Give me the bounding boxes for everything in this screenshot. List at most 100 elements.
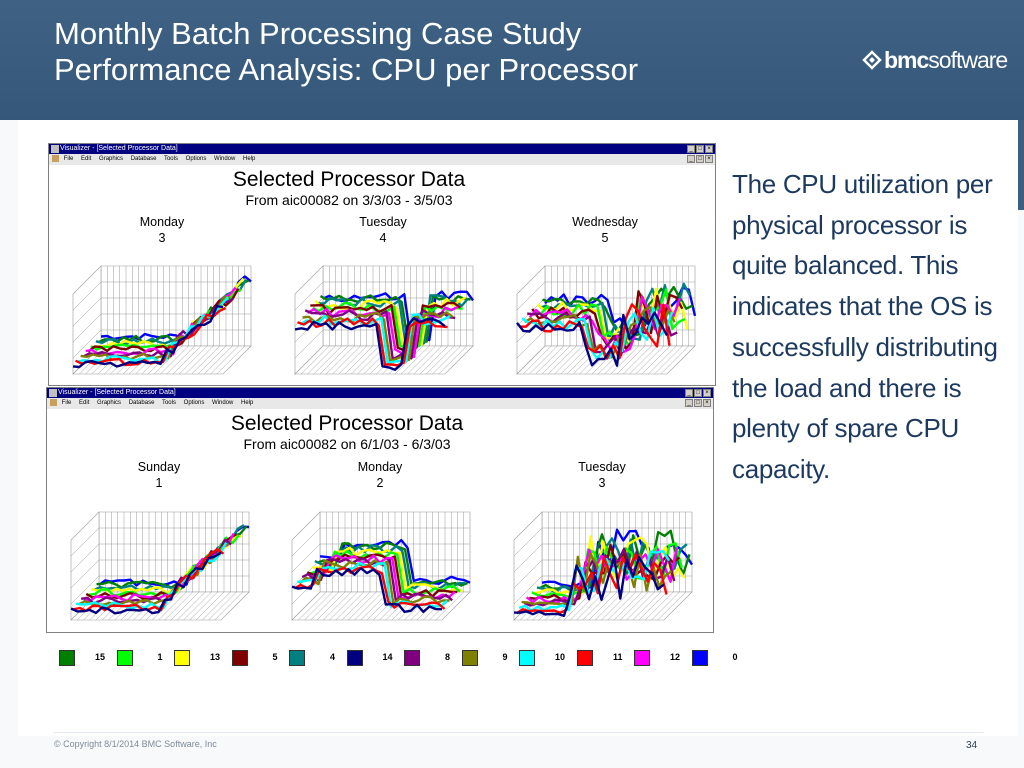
processor-series-line <box>70 551 222 615</box>
grid-line <box>616 345 646 375</box>
minimize-button[interactable]: _ <box>687 145 695 153</box>
menu-tools[interactable]: Tools <box>163 156 178 162</box>
grid-line <box>620 591 649 621</box>
legend-label: 0 <box>732 652 738 662</box>
grid-line <box>535 345 564 375</box>
grid-line <box>613 591 643 621</box>
menu-database[interactable]: Database <box>128 400 155 406</box>
legend-label: 8 <box>444 652 450 662</box>
child-minimize-button[interactable]: _ <box>687 155 695 163</box>
menu-help[interactable]: Help <box>243 156 256 162</box>
grid-line <box>210 345 239 375</box>
bmc-logo-icon <box>862 50 882 70</box>
grid-line <box>332 345 361 375</box>
legend-swatch <box>461 650 478 666</box>
grid-line <box>319 345 349 375</box>
menu-options[interactable]: Options <box>183 400 205 406</box>
close-button[interactable]: × <box>705 145 713 153</box>
grid-line <box>307 345 336 375</box>
menu-graphics[interactable]: Graphics <box>99 156 124 162</box>
grid-line <box>648 345 677 375</box>
menu-tools[interactable]: Tools <box>161 400 176 406</box>
chart-subtitle: From aic00082 on 3/3/03 - 3/5/03 <box>245 192 453 208</box>
grid-line <box>166 345 195 375</box>
menu-window[interactable]: Window <box>214 156 236 162</box>
child-maximize-button[interactable]: □ <box>694 399 702 407</box>
maximize-button[interactable]: □ <box>694 389 702 397</box>
grid-line <box>570 591 599 621</box>
grid-line <box>635 345 664 375</box>
grid-line <box>548 345 577 375</box>
day-label-1: Sunday 1 <box>137 460 181 490</box>
menu-graphics[interactable]: Graphics <box>97 400 122 406</box>
grid-line <box>152 591 181 621</box>
slide-title-line-1: Monthly Batch Processing Case Study <box>54 16 582 51</box>
child-minimize-button[interactable]: _ <box>685 399 693 407</box>
processor-series-line <box>521 552 673 606</box>
menu-file[interactable]: File <box>63 156 74 162</box>
day-label-1: Monday 3 <box>139 215 185 245</box>
menu-bar: File Edit Graphics Database Tools Option… <box>47 398 713 409</box>
grid-line <box>601 591 630 621</box>
cpu-3d-plot-5 <box>291 511 471 621</box>
grid-line <box>429 591 458 621</box>
processor-series-line <box>291 566 443 614</box>
child-maximize-button[interactable]: □ <box>696 155 704 163</box>
grid-line <box>177 591 206 621</box>
visualizer-window-1: Visualizer - [Selected Processor Data] _… <box>48 143 716 386</box>
child-close-button[interactable]: × <box>703 399 711 407</box>
processor-series-line <box>72 305 224 369</box>
grid-line <box>654 345 683 375</box>
grid-line <box>183 591 212 621</box>
grid-line <box>554 345 583 375</box>
grid-line <box>354 591 383 621</box>
menu-file[interactable]: File <box>61 400 72 406</box>
day-label-3: Wednesday 5 <box>572 215 638 245</box>
legend-swatch <box>519 650 535 666</box>
menu-edit[interactable]: Edit <box>81 156 92 162</box>
legend-label: 14 <box>382 652 393 662</box>
cpu-3d-plot-3 <box>516 265 697 375</box>
grid-line <box>516 297 546 327</box>
minimize-button[interactable]: _ <box>685 389 693 397</box>
menu-options[interactable]: Options <box>185 156 207 162</box>
grid-line <box>214 591 243 621</box>
menu-bar: File Edit Graphics Database Tools Option… <box>49 154 715 165</box>
grid-line <box>419 345 449 375</box>
legend-swatch <box>289 650 305 666</box>
grid-line <box>657 591 686 621</box>
menu-help[interactable]: Help <box>241 400 254 406</box>
menu-window[interactable]: Window <box>212 400 234 406</box>
close-button[interactable]: × <box>703 389 711 397</box>
grid-line <box>172 345 202 375</box>
grid-line <box>641 345 671 375</box>
grid-line <box>313 345 342 375</box>
grid-line <box>189 591 218 621</box>
processor-series-line <box>310 301 462 353</box>
grid-line <box>310 591 339 621</box>
grid-line <box>70 575 100 605</box>
grid-line <box>435 591 464 621</box>
child-close-button[interactable]: × <box>705 155 713 163</box>
grid-line <box>154 345 183 375</box>
grid-line <box>329 591 358 621</box>
bmc-logo: bmcsoftware <box>862 44 1008 76</box>
grid-line <box>191 345 220 375</box>
grid-line <box>316 591 346 621</box>
menu-edit[interactable]: Edit <box>79 400 90 406</box>
grid-line <box>298 591 327 621</box>
grid-line <box>70 543 100 573</box>
slide-title-line-2: Performance Analysis: CPU per Processor <box>54 52 639 87</box>
processor-series-line <box>539 282 691 341</box>
day-label-3: Tuesday 3 <box>578 460 626 490</box>
grid-line <box>541 345 571 375</box>
grid-line <box>185 345 214 375</box>
grid-line <box>401 345 430 375</box>
chart-title: Selected Processor Data <box>230 412 464 435</box>
grid-line <box>301 345 330 375</box>
maximize-button[interactable]: □ <box>696 145 704 153</box>
processor-series-line <box>302 311 454 363</box>
chart-subtitle: From aic00082 on 6/1/03 - 6/3/03 <box>243 436 451 452</box>
menu-database[interactable]: Database <box>130 156 157 162</box>
grid-line <box>588 591 618 621</box>
